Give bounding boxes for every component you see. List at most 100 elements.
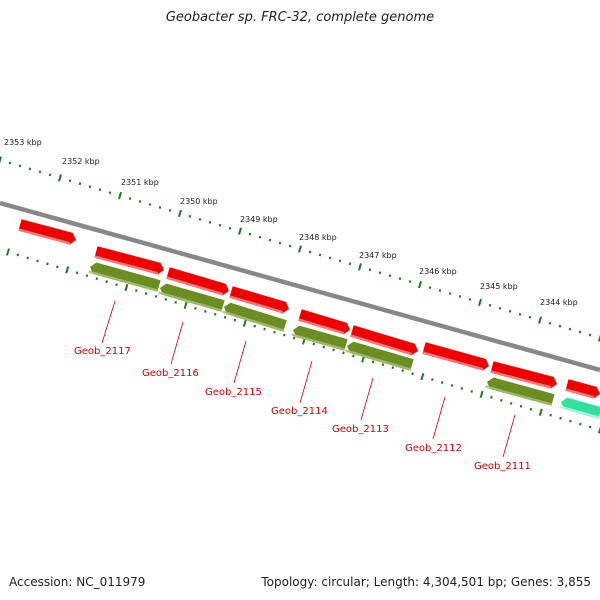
map-title: Geobacter sp. FRC-32, complete genome bbox=[165, 10, 435, 25]
scale-minor-tick bbox=[488, 303, 492, 307]
scale-label-2352: 2352 kbp bbox=[62, 157, 100, 166]
scale-minor-tick bbox=[223, 315, 227, 319]
scale-major-tick bbox=[420, 372, 425, 381]
forward-gene-arrow-shade bbox=[350, 334, 413, 356]
forward-gene-arrow bbox=[94, 246, 164, 275]
scale-minor-tick bbox=[569, 419, 572, 423]
forward-gene-arrow-body bbox=[350, 325, 418, 356]
scale-minor-tick bbox=[332, 348, 335, 352]
scale-minor-tick bbox=[36, 259, 39, 263]
scale-minor-tick bbox=[328, 256, 332, 260]
scale-minor-tick bbox=[470, 389, 474, 393]
scale-minor-tick bbox=[273, 330, 276, 334]
leader-line bbox=[170, 321, 184, 365]
reverse-gene-arrow bbox=[222, 302, 287, 332]
forward-gene-arrow bbox=[298, 309, 350, 335]
scale-major-tick bbox=[598, 426, 600, 434]
scale-minor-tick bbox=[204, 309, 207, 313]
scale-minor-tick bbox=[248, 232, 252, 236]
scale-labels: 2353 kbp 2352 kbp 2351 kbp 2350 kbp 2349… bbox=[4, 138, 578, 307]
forward-gene-arrow-body bbox=[490, 361, 557, 389]
scale-minor-tick bbox=[78, 182, 82, 186]
scale-minor-tick bbox=[158, 206, 162, 209]
forward-gene-arrow bbox=[18, 219, 76, 245]
scale-minor-tick bbox=[458, 295, 462, 298]
scale-minor-tick bbox=[548, 321, 552, 325]
scale-minor-tick bbox=[144, 292, 148, 295]
scale-minor-tick bbox=[28, 167, 32, 171]
reverse-gene-arrow-body bbox=[90, 262, 161, 292]
reverse-gene-arrow-body bbox=[293, 325, 348, 351]
scale-major-tick bbox=[598, 334, 600, 342]
rna-gene-arrow bbox=[559, 397, 600, 419]
scale-minor-tick bbox=[292, 336, 296, 340]
rna-gene-arrow-body bbox=[561, 397, 600, 419]
scale-minor-tick bbox=[253, 324, 256, 328]
scale-minor-tick bbox=[342, 351, 345, 355]
gene-label-geob-2115: Geob_2115 bbox=[205, 387, 262, 398]
reverse-gene-arrow-body bbox=[224, 302, 287, 332]
scale-label-2353: 2353 kbp bbox=[4, 138, 42, 147]
scale-label-2344: 2344 kbp bbox=[540, 298, 578, 307]
scale-minor-tick bbox=[108, 191, 112, 195]
forward-gene-arrow-shade bbox=[94, 255, 159, 275]
gene-label-geob-2113: Geob_2113 bbox=[332, 424, 389, 435]
scale-minor-tick bbox=[460, 387, 464, 390]
scale-minor-tick bbox=[391, 366, 395, 370]
reverse-gene-arrow bbox=[345, 341, 414, 371]
scale-minor-tick bbox=[208, 220, 212, 224]
scale-label-2347: 2347 kbp bbox=[359, 251, 397, 260]
scale-minor-tick bbox=[148, 203, 152, 206]
gene-label-geob-2116: Geob_2116 bbox=[142, 368, 199, 379]
gene-features bbox=[18, 219, 600, 419]
scale-minor-tick bbox=[16, 253, 20, 257]
scale-major-tick bbox=[538, 408, 543, 416]
scale-minor-tick bbox=[408, 280, 412, 284]
scale-major-tick bbox=[238, 227, 242, 235]
scale-minor-tick bbox=[518, 312, 522, 316]
scale-minor-tick bbox=[164, 298, 168, 301]
scale-minor-tick bbox=[308, 250, 312, 254]
scale-minor-tick bbox=[348, 262, 352, 266]
scale-major-tick bbox=[58, 174, 62, 182]
leader-line bbox=[233, 340, 247, 384]
scale-minor-tick bbox=[338, 259, 342, 263]
gene-label-geob-2114: Geob_2114 bbox=[271, 406, 328, 417]
scale-minor-tick bbox=[56, 265, 59, 269]
forward-gene-arrow-body bbox=[565, 379, 600, 399]
scale-major-tick bbox=[298, 245, 302, 253]
scale-minor-tick bbox=[312, 342, 316, 346]
forward-gene-arrow-body bbox=[229, 286, 289, 314]
reverse-gene-arrow-shade bbox=[88, 270, 159, 292]
scale-minor-tick bbox=[519, 404, 523, 408]
scale-minor-tick bbox=[213, 312, 217, 316]
scale-major-tick bbox=[478, 298, 482, 307]
scale-minor-tick bbox=[198, 217, 202, 221]
scale-minor-tick bbox=[558, 324, 562, 328]
scale-minor-tick bbox=[174, 300, 178, 304]
scale-minor-tick bbox=[568, 327, 572, 331]
scale-minor-tick bbox=[529, 407, 533, 411]
gene-label-geob-2117: Geob_2117 bbox=[74, 346, 131, 357]
scale-minor-tick bbox=[368, 268, 372, 272]
scale-major-tick bbox=[178, 209, 182, 218]
scale-major-tick bbox=[124, 283, 129, 292]
scale-minor-tick bbox=[438, 289, 442, 292]
scale-minor-tick bbox=[38, 170, 42, 174]
forward-gene-arrow bbox=[565, 379, 600, 399]
scale-minor-tick bbox=[115, 283, 118, 287]
leader-line bbox=[502, 414, 516, 458]
scale-minor-tick bbox=[578, 422, 582, 426]
scale-major-tick bbox=[6, 248, 10, 256]
forward-gene-arrow-body bbox=[298, 309, 350, 335]
scale-minor-tick bbox=[588, 333, 592, 337]
forward-gene-arrow bbox=[166, 267, 229, 296]
scale-minor-tick bbox=[509, 401, 513, 405]
scale-major-tick bbox=[0, 156, 2, 164]
forward-gene-arrow-body bbox=[422, 342, 489, 371]
scale-minor-tick bbox=[194, 306, 197, 310]
genome-backbone bbox=[0, 200, 600, 373]
scale-minor-tick bbox=[440, 381, 444, 384]
scale-minor-tick bbox=[401, 369, 404, 373]
